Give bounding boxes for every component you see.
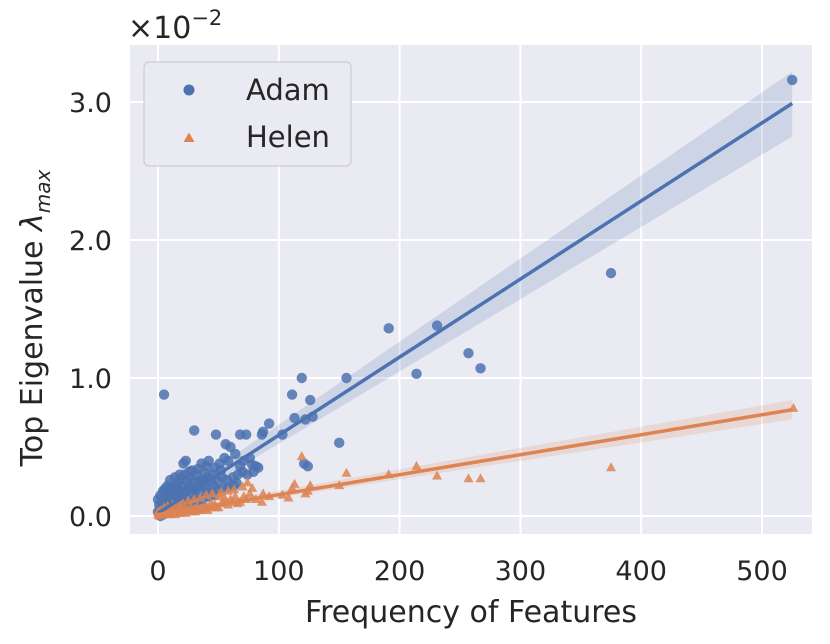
point-adam — [174, 469, 185, 480]
point-adam — [184, 466, 195, 478]
x-tick-label: 400 — [615, 556, 667, 587]
legend-box — [143, 61, 352, 167]
point-helen — [256, 496, 267, 506]
point-helen — [195, 492, 206, 502]
point-helen — [237, 481, 248, 491]
regression-lines — [157, 101, 794, 517]
y-axis-label-symbol: λ — [15, 213, 50, 233]
point-helen — [242, 477, 253, 487]
point-adam — [253, 462, 264, 473]
y-axis-label-main: Top Eigenvalue — [15, 231, 50, 467]
fit-line-helen — [157, 408, 793, 517]
y-axis-label: Top Eigenvalue λmax — [15, 169, 55, 467]
y-scale-base: ×10 — [128, 11, 191, 46]
y-scale-exponent: −2 — [191, 6, 222, 30]
point-adam — [334, 437, 345, 449]
point-helen — [305, 480, 316, 490]
y-scale-multiplier: ×10−2 — [128, 6, 222, 46]
point-helen — [287, 482, 298, 492]
y-tick-label: 0.0 — [69, 502, 112, 533]
point-helen — [475, 473, 486, 483]
x-tick-label: 200 — [374, 556, 426, 587]
point-adam — [383, 323, 394, 334]
point-helen — [238, 491, 249, 501]
point-adam — [234, 429, 246, 440]
point-helen — [229, 484, 240, 494]
point-adam — [158, 389, 170, 400]
point-adam — [178, 458, 189, 469]
point-helen — [411, 460, 422, 470]
point-adam — [219, 452, 230, 464]
y-axis-label-subscript: max — [31, 169, 55, 213]
point-adam — [286, 389, 298, 400]
fit-line-adam — [157, 101, 794, 515]
point-adam — [230, 448, 241, 460]
legend-marker-helen — [183, 132, 195, 142]
point-helen — [215, 487, 226, 497]
point-adam — [605, 267, 617, 279]
y-tick-labels: 0.0 1.0 2.0 3.0 — [69, 88, 112, 533]
point-helen — [283, 492, 294, 502]
legend: Adam Helen — [143, 61, 352, 167]
point-adam — [411, 368, 422, 380]
point-helen — [341, 467, 352, 477]
y-tick-label: 2.0 — [69, 226, 112, 257]
point-adam — [256, 429, 268, 440]
point-adam — [341, 372, 352, 384]
point-helen — [296, 451, 307, 461]
point-helen — [432, 470, 443, 480]
point-helen — [463, 473, 474, 483]
point-adam — [189, 425, 200, 436]
x-tick-label: 500 — [736, 556, 788, 587]
x-tick-labels: 0 100 200 300 400 500 — [149, 556, 787, 587]
grid — [130, 45, 812, 534]
point-adam — [463, 347, 474, 359]
legend-label-helen: Helen — [246, 120, 330, 154]
x-tick-label: 0 — [149, 556, 166, 587]
x-tick-label: 300 — [495, 556, 547, 587]
point-helen — [207, 488, 218, 498]
point-adam — [210, 429, 222, 440]
point-adam — [431, 320, 443, 331]
point-adam — [475, 363, 486, 374]
point-helen — [606, 462, 616, 472]
point-adam — [787, 74, 798, 86]
point-adam — [263, 418, 275, 429]
point-adam — [302, 461, 313, 472]
legend-label-adam: Adam — [246, 73, 330, 107]
legend-marker-adam — [183, 84, 195, 96]
y-tick-label: 1.0 — [69, 364, 112, 395]
point-helen — [244, 488, 255, 498]
point-adam — [305, 394, 316, 406]
confidence-band-adam — [158, 71, 793, 516]
point-adam — [296, 372, 307, 384]
y-tick-label: 3.0 — [69, 88, 112, 119]
point-adam — [289, 412, 300, 424]
x-axis-label: Frequency of Features — [305, 595, 637, 630]
x-tick-label: 100 — [253, 556, 305, 587]
